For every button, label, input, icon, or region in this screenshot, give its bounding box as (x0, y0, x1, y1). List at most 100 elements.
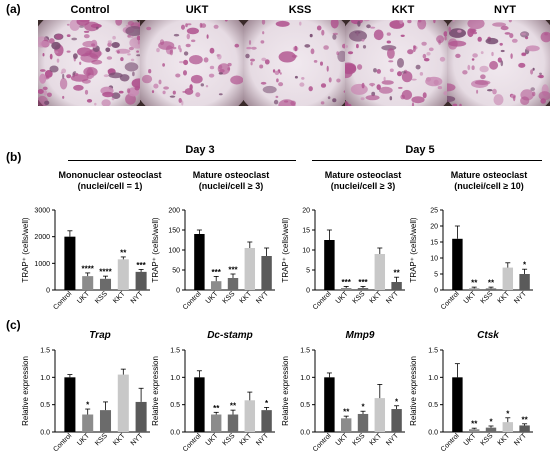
stained-cell (59, 77, 68, 90)
bar-nyt (391, 409, 402, 432)
significance-mark: * (265, 399, 269, 408)
stained-cell (500, 25, 509, 31)
category-label: NYT (255, 432, 270, 447)
stained-cell (386, 40, 391, 44)
stained-cell (136, 50, 139, 53)
bar-nyt (519, 274, 530, 290)
y-tick-label: 10 (430, 256, 438, 263)
y-tick-label: 3000 (34, 208, 50, 215)
category-label: Control (440, 290, 461, 311)
stained-cell (401, 71, 413, 83)
stained-cell (511, 38, 518, 43)
category-label: KSS (222, 432, 237, 447)
stained-cell (467, 64, 471, 71)
stained-cell (376, 69, 381, 74)
stained-cell (273, 99, 279, 105)
stained-cell (345, 45, 348, 48)
category-label: NYT (513, 432, 528, 447)
y-tick-label: 1.0 (300, 375, 310, 382)
category-label: NYT (385, 432, 400, 447)
category-label: KKT (497, 432, 512, 447)
micrograph-image (140, 20, 244, 106)
category-label: KSS (94, 290, 109, 305)
stained-cell (83, 30, 90, 33)
y-tick-label: 0.0 (40, 430, 50, 437)
y-tick-label: 20 (430, 224, 438, 231)
y-tick-label: 50 (172, 268, 180, 275)
stained-cell (357, 20, 361, 27)
stained-cell (184, 88, 194, 95)
bar-kss (99, 410, 112, 432)
stained-cell (299, 21, 302, 26)
gene-title-trap: Trap (89, 330, 111, 341)
significance-mark: ** (521, 415, 528, 424)
stained-cell (447, 83, 456, 92)
significance-mark: ** (230, 402, 237, 411)
bar-ukt (340, 418, 352, 432)
bar-kss (99, 278, 112, 290)
stained-cell (200, 83, 204, 87)
bar-ukt (468, 288, 480, 290)
stained-cell (55, 34, 63, 40)
stained-cell (183, 51, 189, 56)
bar-kkt (117, 374, 129, 432)
stained-cell (365, 95, 380, 101)
stained-cell (261, 57, 267, 62)
stained-cell (294, 45, 298, 52)
stained-cell (521, 52, 527, 56)
stained-cell (422, 92, 427, 99)
stained-cell (401, 70, 407, 74)
stained-cell (275, 95, 279, 98)
y-tick-label: 150 (168, 228, 180, 235)
category-label: NYT (255, 290, 270, 305)
stained-cell (399, 20, 404, 25)
category-label: KKT (497, 290, 512, 305)
stained-cell (467, 28, 474, 38)
stained-cell (362, 45, 367, 49)
stained-cell (126, 88, 131, 94)
category-label: Control (440, 432, 461, 453)
stained-cell (537, 75, 543, 78)
stained-cell (509, 33, 514, 39)
stained-cell (42, 86, 48, 91)
y-tick-label: 0.5 (428, 402, 438, 409)
category-label: KKT (239, 432, 254, 447)
stained-cell (320, 83, 327, 88)
stained-cell (132, 71, 135, 77)
bar-kss (485, 288, 497, 290)
micrograph-kss (243, 20, 347, 106)
stained-cell (73, 84, 84, 91)
stained-cell (370, 26, 376, 29)
stained-cell (457, 29, 462, 33)
y-tick-label: 0.5 (300, 402, 310, 409)
subtitle-4-line2: (nuclei/cell ≥ 10) (454, 181, 524, 191)
category-label: Control (312, 432, 333, 453)
micrograph-control (38, 20, 142, 106)
stained-cell (369, 82, 376, 86)
stained-cell (62, 73, 65, 79)
stained-cell (275, 20, 290, 27)
y-tick-label: 100 (168, 248, 180, 255)
stained-cell (200, 23, 207, 28)
stained-cell (309, 33, 313, 38)
stained-cell (320, 101, 325, 105)
category-label: UKT (335, 290, 350, 305)
stained-cell (500, 60, 504, 67)
category-label: UKT (205, 290, 220, 305)
micrograph-image (345, 20, 449, 106)
stained-cell (218, 93, 223, 96)
micrograph-label-kss: KSS (288, 4, 312, 16)
stained-cell (189, 55, 203, 65)
stained-cell (336, 51, 340, 56)
stained-cell (91, 43, 96, 47)
panel-label-c: (c) (6, 318, 21, 332)
stained-cell (66, 23, 70, 26)
stained-cell (459, 103, 462, 106)
stained-cell (124, 62, 139, 72)
subtitle-3-line2: (nuclei/cell ≥ 3) (330, 181, 396, 191)
stained-cell (449, 28, 466, 38)
micrograph-label-kkt: KKT (391, 4, 415, 16)
stained-cell (471, 65, 475, 70)
chart-0: 0 1000 2000 3000 TRAP⁺ (cells/well) Control **… (21, 208, 150, 311)
bar-kkt (374, 254, 386, 290)
